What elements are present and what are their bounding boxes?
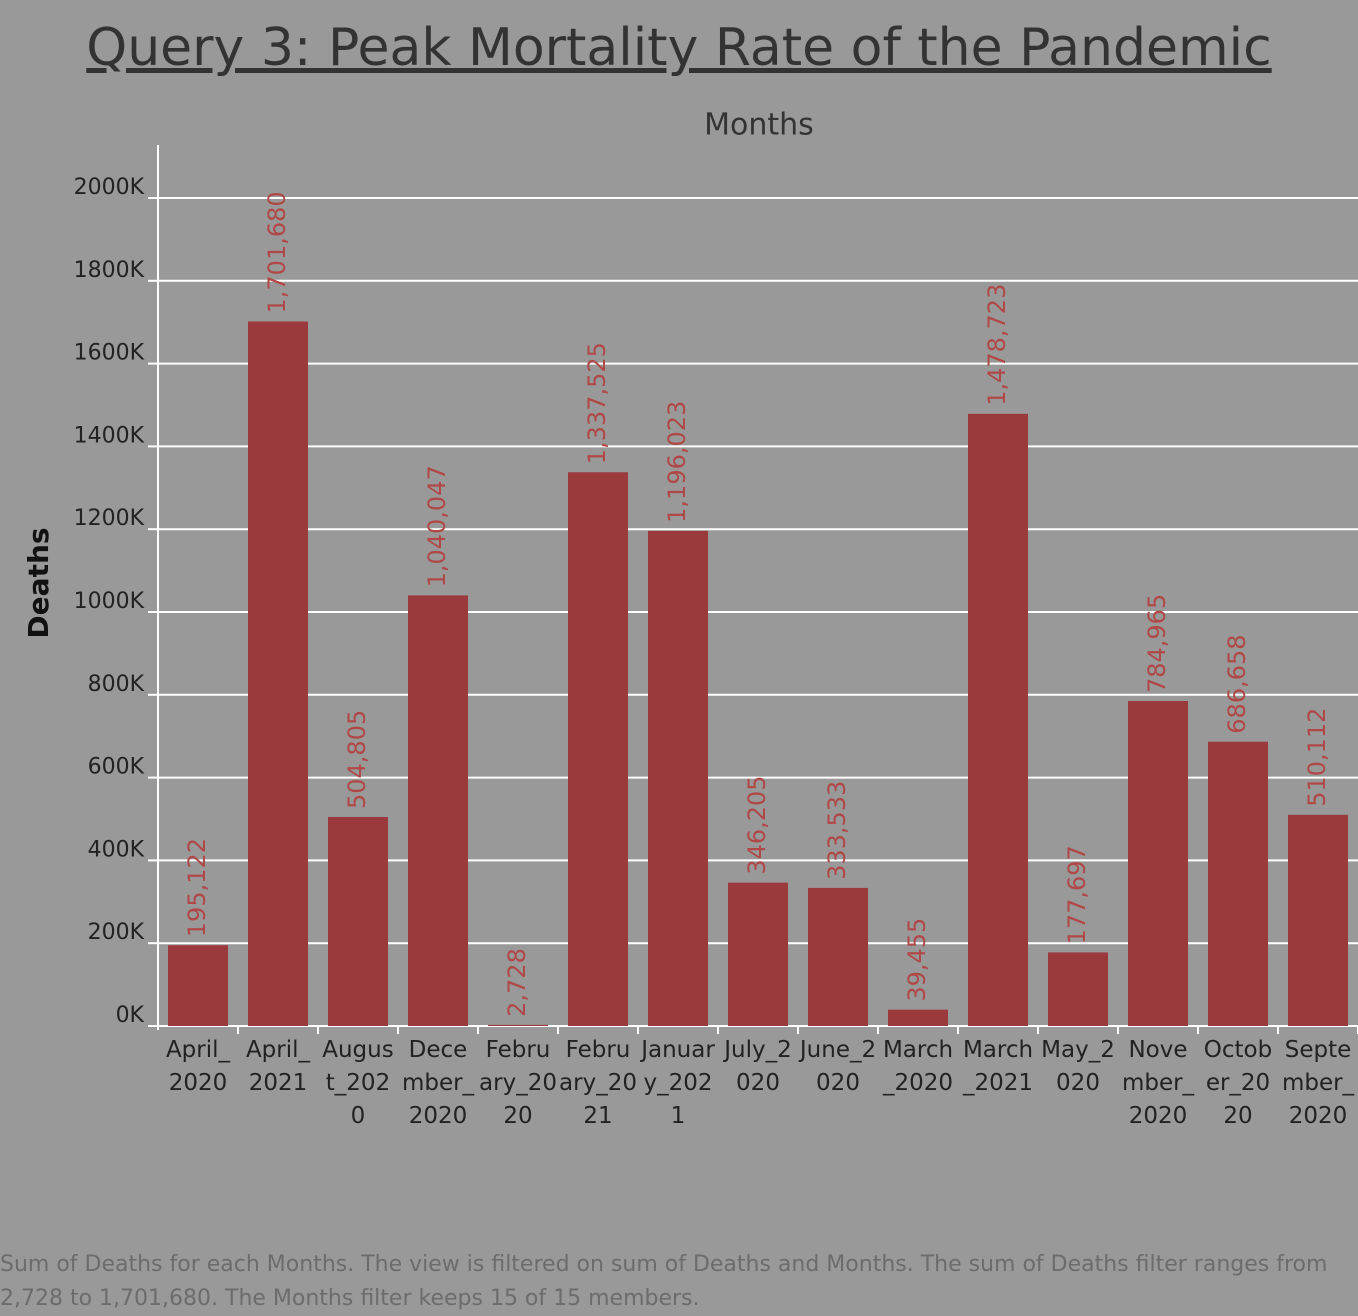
x-tick-label: November_2020 [1121,1037,1195,1129]
y-tick-label: 600K [88,755,145,780]
bar [1288,814,1348,1026]
bar [328,817,388,1026]
value-label: 1,040,047 [423,465,451,587]
bar [808,887,868,1026]
value-label: 504,805 [343,710,371,809]
value-label: 2,728 [503,948,531,1017]
y-tick-label: 1000K [74,589,145,614]
value-label: 177,697 [1063,845,1091,944]
bar [248,321,308,1027]
x-tick-label: April_2020 [165,1037,231,1096]
bar [1208,741,1268,1026]
value-label: 784,965 [1143,594,1171,693]
bar [408,595,468,1026]
y-tick-label: 800K [88,672,145,697]
x-tick-label: August_2020 [322,1037,394,1129]
value-label: 195,122 [183,838,211,937]
value-label: 346,205 [743,775,771,874]
x-tick-label: July_2020 [724,1037,792,1096]
y-tick-label: 1800K [74,258,145,283]
y-axis-title: Deaths [22,527,55,638]
y-tick-label: 2000K [74,175,145,200]
value-label: 1,478,723 [983,284,1011,406]
y-tick-label: 400K [88,837,145,862]
value-label: 510,112 [1303,708,1331,807]
bar [568,472,628,1026]
bar [488,1024,548,1026]
y-tick-label: 0K [116,1003,145,1028]
x-tick-label: October_2020 [1203,1037,1273,1129]
bar [1048,952,1108,1026]
x-axis-title: Months [704,108,814,143]
x-tick-label: February_2021 [559,1037,637,1129]
y-tick-label: 1200K [74,506,145,531]
value-label: 39,455 [903,918,931,1002]
bar [728,882,788,1026]
value-label: 686,658 [1223,634,1251,733]
value-label: 333,533 [823,781,851,880]
y-tick-label: 1600K [74,341,145,366]
value-label: 1,337,525 [583,342,611,464]
bar [888,1009,948,1026]
bar [968,413,1028,1027]
bar [168,945,228,1026]
bar [648,530,708,1026]
x-tick-label: March_2020 [882,1037,954,1096]
chart-title: Query 3: Peak Mortality Rate of the Pand… [86,18,1272,78]
caption: Sum of Deaths for each Months. The view … [0,1252,1328,1311]
x-tick-label: May_2020 [1041,1037,1115,1096]
value-label: 1,196,023 [663,401,691,523]
y-tick-label: 200K [88,920,145,945]
x-tick-label: December_2020 [401,1037,475,1129]
x-tick-label: February_2020 [479,1037,557,1129]
x-tick-label: June_2020 [799,1037,877,1096]
x-tick-label: January_2021 [641,1037,715,1129]
y-tick-label: 1400K [74,423,145,448]
bar [1128,701,1188,1026]
x-tick-label: April_2021 [245,1037,311,1096]
value-label: 1,701,680 [263,191,291,313]
x-tick-label: March_2021 [962,1037,1034,1096]
x-tick-label: September_2020 [1281,1037,1355,1129]
